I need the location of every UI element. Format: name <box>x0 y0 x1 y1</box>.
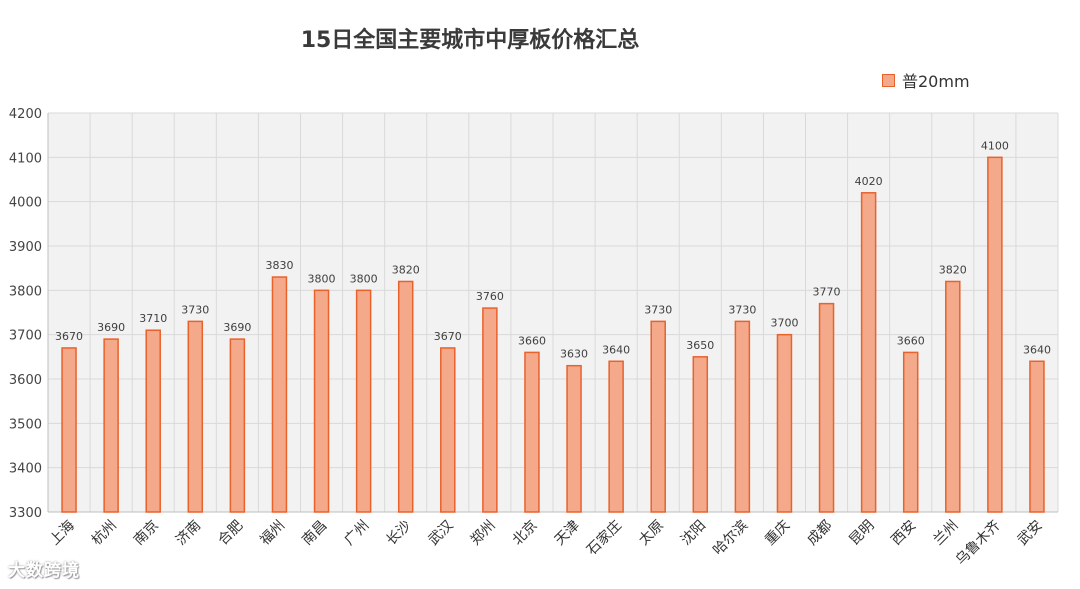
data-label: 4020 <box>855 175 883 188</box>
x-tick-label: 太原 <box>636 518 667 549</box>
y-tick-label: 3300 <box>9 506 42 521</box>
data-label: 3710 <box>139 312 167 325</box>
bar <box>482 307 498 513</box>
legend-label: 普20mm <box>902 72 970 91</box>
data-label: 3800 <box>350 272 378 285</box>
bar <box>776 333 793 513</box>
legend: 普20mm <box>882 68 970 92</box>
x-tick-label: 沈阳 <box>678 518 709 549</box>
data-label: 3650 <box>686 339 714 352</box>
legend-swatch <box>882 73 895 87</box>
x-tick-label: 北京 <box>510 518 541 549</box>
data-label: 3820 <box>392 263 420 276</box>
bar <box>734 320 751 513</box>
bar <box>229 338 246 513</box>
bar <box>187 320 204 513</box>
bar <box>608 360 624 513</box>
x-tick-label: 成都 <box>804 518 835 549</box>
x-tick-label: 武安 <box>1015 518 1046 549</box>
bar <box>271 276 288 513</box>
data-label: 3800 <box>308 272 336 285</box>
y-tick-label: 3400 <box>9 462 42 477</box>
y-tick-label: 4200 <box>9 107 42 122</box>
x-tick-label: 南京 <box>131 518 162 549</box>
data-label: 3660 <box>518 334 546 347</box>
x-tick-label: 福州 <box>257 518 288 549</box>
x-tick-label: 杭州 <box>89 518 120 549</box>
data-label: 3670 <box>434 330 462 343</box>
x-tick-label: 兰州 <box>931 518 962 549</box>
data-label: 3730 <box>728 303 756 316</box>
bar <box>524 351 540 513</box>
bar <box>902 351 919 513</box>
data-label: 3670 <box>55 330 83 343</box>
y-tick-label: 3800 <box>9 284 42 299</box>
x-tick-label: 济南 <box>173 518 204 549</box>
bar <box>692 356 709 513</box>
data-label: 3690 <box>97 321 125 334</box>
data-label: 3770 <box>813 286 841 299</box>
bar <box>397 280 414 513</box>
y-tick-label: 3900 <box>9 240 42 255</box>
x-tick-label: 天津 <box>552 518 583 549</box>
x-tick-label: 武汉 <box>426 518 457 549</box>
watermark: 大数跨境 <box>8 561 80 581</box>
y-tick-label: 3500 <box>9 417 42 432</box>
bar <box>313 289 330 513</box>
data-label: 3660 <box>897 334 925 347</box>
bar <box>650 320 666 513</box>
x-tick-label: 西安 <box>888 518 919 549</box>
x-tick-label: 郑州 <box>468 518 499 549</box>
data-label: 4100 <box>981 139 1009 152</box>
bar <box>987 156 1003 513</box>
x-tick-label: 哈尔滨 <box>710 518 751 559</box>
chart-title: 15日全国主要城市中厚板价格汇总 <box>300 28 640 53</box>
x-tick-label: 昆明 <box>846 518 877 549</box>
data-label: 3730 <box>644 303 672 316</box>
x-tick-label: 合肥 <box>215 518 246 549</box>
data-label: 3690 <box>223 321 251 334</box>
bar <box>1029 360 1045 513</box>
data-label: 3640 <box>602 343 630 356</box>
bar <box>440 347 456 513</box>
x-tick-label: 广州 <box>341 518 372 549</box>
x-tick-label: 重庆 <box>762 518 793 549</box>
y-tick-label: 3600 <box>9 373 42 388</box>
x-tick-label: 乌鲁木齐 <box>953 518 1004 569</box>
bar <box>945 280 961 513</box>
x-tick-label: 石家庄 <box>583 517 625 559</box>
x-tick-label: 长沙 <box>383 518 414 549</box>
x-tick-label: 南昌 <box>299 518 330 549</box>
bar <box>818 302 835 513</box>
y-tick-label: 3700 <box>9 329 42 344</box>
data-label: 3760 <box>476 290 504 303</box>
data-label: 3830 <box>265 259 293 272</box>
x-tick-label: 上海 <box>47 518 78 549</box>
bar <box>61 347 77 513</box>
data-label: 3630 <box>560 348 588 361</box>
y-tick-label: 4000 <box>9 196 42 211</box>
data-label: 3640 <box>1023 343 1051 356</box>
data-label: 3700 <box>770 317 798 330</box>
bar <box>566 364 582 513</box>
bar <box>145 329 161 513</box>
bar <box>103 338 119 513</box>
y-tick-label: 4100 <box>9 151 42 166</box>
data-label: 3730 <box>181 303 209 316</box>
data-label: 3820 <box>939 263 967 276</box>
bar <box>355 289 372 513</box>
bar <box>860 192 877 513</box>
